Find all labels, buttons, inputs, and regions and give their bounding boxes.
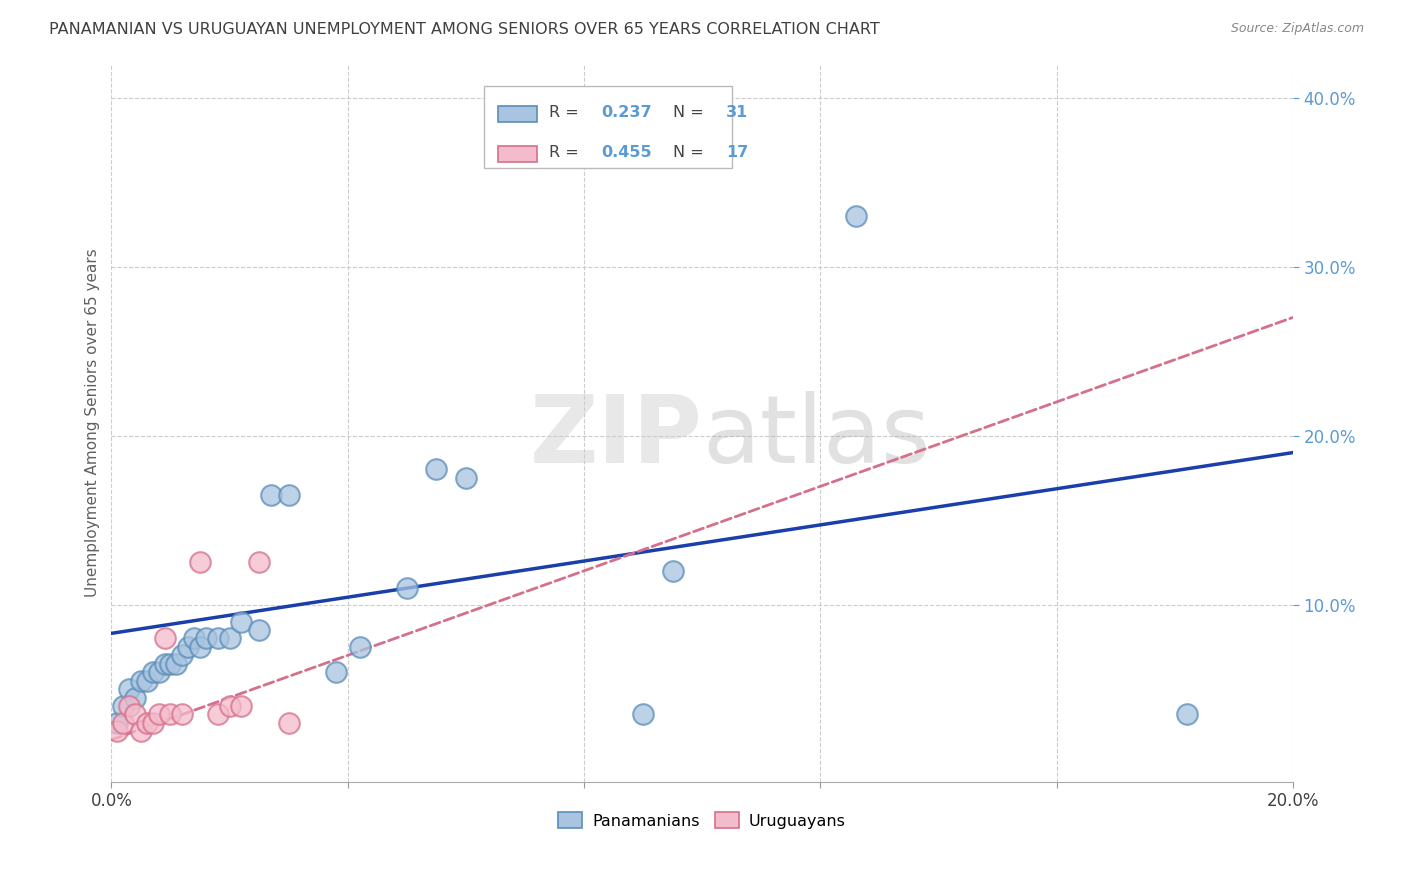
Point	[454, 471, 477, 485]
Point	[247, 555, 270, 569]
Point	[105, 715, 128, 730]
Bar	[498, 146, 537, 161]
Point	[218, 698, 240, 713]
Point	[395, 581, 418, 595]
Text: R =: R =	[548, 105, 583, 120]
Point	[277, 715, 299, 730]
Point	[325, 665, 347, 680]
Point	[129, 673, 152, 688]
Text: atlas: atlas	[702, 392, 931, 483]
Text: Source: ZipAtlas.com: Source: ZipAtlas.com	[1230, 22, 1364, 36]
Text: 0.455: 0.455	[602, 145, 652, 160]
Point	[135, 673, 157, 688]
Point	[188, 640, 211, 654]
Point	[218, 632, 240, 646]
Point	[231, 615, 253, 629]
Point	[845, 209, 868, 223]
Point	[207, 707, 229, 722]
Point	[188, 555, 211, 569]
Bar	[498, 106, 537, 122]
Point	[142, 665, 165, 680]
Text: R =: R =	[548, 145, 583, 160]
Point	[148, 665, 170, 680]
Point	[118, 682, 141, 697]
Text: ZIP: ZIP	[529, 392, 702, 483]
Point	[207, 632, 229, 646]
Point	[183, 632, 205, 646]
Point	[124, 690, 146, 705]
Point	[661, 564, 683, 578]
Point	[172, 707, 194, 722]
Point	[1175, 707, 1198, 722]
Point	[112, 698, 135, 713]
Text: 17: 17	[725, 145, 748, 160]
Y-axis label: Unemployment Among Seniors over 65 years: Unemployment Among Seniors over 65 years	[86, 249, 100, 598]
Text: PANAMANIAN VS URUGUAYAN UNEMPLOYMENT AMONG SENIORS OVER 65 YEARS CORRELATION CHA: PANAMANIAN VS URUGUAYAN UNEMPLOYMENT AMO…	[49, 22, 880, 37]
Point	[112, 715, 135, 730]
Text: 0.237: 0.237	[602, 105, 652, 120]
Point	[172, 648, 194, 663]
Point	[118, 698, 141, 713]
Point	[425, 462, 447, 476]
Legend: Panamanians, Uruguayans: Panamanians, Uruguayans	[553, 805, 852, 835]
Text: 31: 31	[725, 105, 748, 120]
Point	[260, 488, 283, 502]
Point	[153, 632, 176, 646]
Point	[153, 657, 176, 671]
Point	[105, 724, 128, 739]
Point	[135, 715, 157, 730]
Point	[177, 640, 200, 654]
Point	[165, 657, 187, 671]
Text: N =: N =	[672, 145, 709, 160]
Point	[159, 657, 181, 671]
Text: N =: N =	[672, 105, 709, 120]
Point	[159, 707, 181, 722]
Point	[124, 707, 146, 722]
Point	[142, 715, 165, 730]
Point	[194, 632, 217, 646]
Bar	[484, 86, 731, 169]
Point	[277, 488, 299, 502]
Point	[247, 623, 270, 637]
Point	[148, 707, 170, 722]
Point	[231, 698, 253, 713]
Point	[349, 640, 371, 654]
Point	[129, 724, 152, 739]
Point	[631, 707, 654, 722]
